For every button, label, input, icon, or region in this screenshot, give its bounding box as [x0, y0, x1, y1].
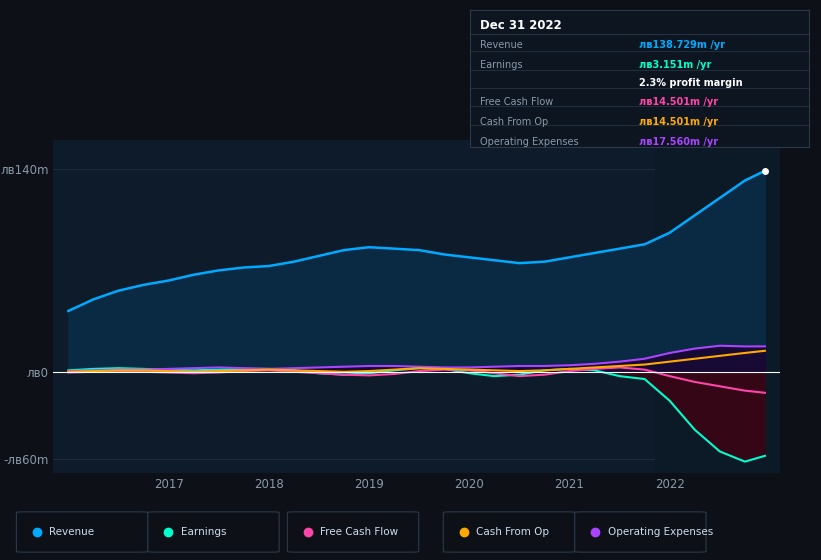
- Text: Revenue: Revenue: [49, 527, 94, 537]
- Text: Operating Expenses: Operating Expenses: [608, 527, 713, 537]
- Text: Free Cash Flow: Free Cash Flow: [320, 527, 398, 537]
- Text: 2.3% profit margin: 2.3% profit margin: [639, 78, 743, 88]
- Text: Earnings: Earnings: [479, 60, 522, 71]
- FancyBboxPatch shape: [287, 512, 419, 552]
- Text: лв3.151m /yr: лв3.151m /yr: [639, 60, 712, 71]
- Text: лв14.501m /yr: лв14.501m /yr: [639, 116, 718, 127]
- Text: лв17.560m /yr: лв17.560m /yr: [639, 137, 718, 147]
- Text: лв138.729m /yr: лв138.729m /yr: [639, 40, 725, 50]
- FancyBboxPatch shape: [443, 512, 575, 552]
- Bar: [654, 140, 780, 473]
- Text: Earnings: Earnings: [181, 527, 226, 537]
- Text: Revenue: Revenue: [479, 40, 522, 50]
- FancyBboxPatch shape: [148, 512, 279, 552]
- Text: лв14.501m /yr: лв14.501m /yr: [639, 97, 718, 108]
- FancyBboxPatch shape: [575, 512, 706, 552]
- Text: Dec 31 2022: Dec 31 2022: [479, 19, 562, 32]
- Text: Free Cash Flow: Free Cash Flow: [479, 97, 553, 108]
- Text: Cash From Op: Cash From Op: [476, 527, 549, 537]
- FancyBboxPatch shape: [16, 512, 148, 552]
- Text: Cash From Op: Cash From Op: [479, 116, 548, 127]
- Text: Operating Expenses: Operating Expenses: [479, 137, 579, 147]
